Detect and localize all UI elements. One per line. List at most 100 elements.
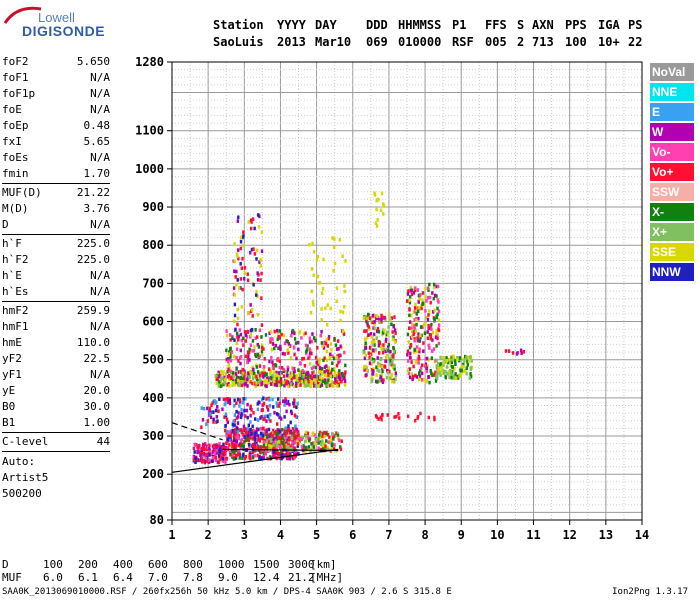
echo-point xyxy=(260,382,263,387)
echo-point xyxy=(320,291,324,296)
echo-point xyxy=(293,369,296,374)
y-tick-label: 200 xyxy=(142,467,164,481)
echo-point xyxy=(212,443,216,448)
echo-point xyxy=(250,432,253,436)
echo-point xyxy=(227,397,231,401)
echo-point xyxy=(291,454,294,459)
echo-point xyxy=(308,340,312,344)
echo-point xyxy=(210,459,214,463)
echo-point xyxy=(451,357,454,362)
echo-point xyxy=(246,415,249,420)
echo-point xyxy=(420,306,423,311)
echo-point xyxy=(432,347,436,351)
echo-point xyxy=(262,452,266,456)
echo-point xyxy=(268,444,271,448)
echo-point xyxy=(328,355,331,360)
echo-point xyxy=(297,368,300,372)
echo-point xyxy=(259,383,262,387)
echo-point xyxy=(244,414,247,418)
echo-point xyxy=(230,441,234,445)
echo-point xyxy=(217,370,220,375)
echo-point xyxy=(454,376,458,381)
echo-point xyxy=(291,426,295,431)
echo-point xyxy=(331,444,335,449)
echo-point xyxy=(229,347,232,351)
echo-point xyxy=(243,439,246,444)
echo-point xyxy=(310,267,314,271)
echo-point xyxy=(253,440,257,444)
echo-point xyxy=(280,332,283,337)
echo-point xyxy=(237,286,241,290)
echo-point xyxy=(197,445,200,449)
echo-point xyxy=(343,379,347,383)
echo-point xyxy=(316,345,319,350)
echo-point xyxy=(381,380,385,385)
echo-point xyxy=(233,242,236,246)
echo-point xyxy=(201,444,205,449)
echo-point xyxy=(432,296,435,301)
distance-value: 1000 xyxy=(218,558,245,571)
echo-point xyxy=(282,441,285,446)
echo-point xyxy=(431,330,435,335)
echo-point xyxy=(243,330,247,334)
echo-point xyxy=(223,457,226,461)
echo-point xyxy=(431,373,434,378)
echo-point xyxy=(239,246,243,251)
echo-point xyxy=(450,375,453,380)
echo-point xyxy=(285,409,288,414)
echo-point xyxy=(234,432,237,436)
param-yf2: yF2 22.5 xyxy=(2,351,110,367)
echo-point xyxy=(423,302,426,307)
echo-point xyxy=(272,380,276,385)
param-fof1p: foF1p N/A xyxy=(2,86,110,102)
echo-point xyxy=(285,379,289,384)
echo-point xyxy=(254,336,257,341)
echo-point xyxy=(271,342,275,346)
echo-point xyxy=(326,323,329,327)
echo-point xyxy=(435,364,438,368)
echo-point xyxy=(427,288,430,292)
param-d: D N/A xyxy=(2,217,110,233)
echo-point xyxy=(454,372,457,376)
echo-point xyxy=(227,400,230,405)
echo-point xyxy=(223,378,227,382)
echo-point xyxy=(291,431,294,436)
echo-point xyxy=(205,447,208,452)
param-name: foF1 xyxy=(2,71,29,84)
param-value: N/A xyxy=(90,368,110,381)
echo-point xyxy=(252,371,256,375)
echo-point xyxy=(296,439,299,444)
echo-point xyxy=(321,439,324,443)
echo-point xyxy=(243,271,246,275)
param-yf1: yF1 N/A xyxy=(2,367,110,383)
echo-point xyxy=(372,358,376,362)
echo-point xyxy=(329,342,333,346)
echo-point xyxy=(304,343,308,348)
param-fmin: fmin 1.70 xyxy=(2,166,110,182)
echo-point xyxy=(273,329,276,334)
echo-point xyxy=(209,415,213,420)
echo-point xyxy=(260,335,263,339)
echo-point xyxy=(343,383,347,387)
echo-point xyxy=(408,326,411,331)
echo-point xyxy=(305,380,308,385)
echo-point xyxy=(419,333,422,338)
echo-point xyxy=(320,341,324,345)
echo-point xyxy=(320,318,323,322)
echo-point xyxy=(438,371,441,375)
echo-point xyxy=(216,419,219,423)
echo-point xyxy=(304,439,307,444)
echo-point xyxy=(294,341,298,345)
header-val-ddd: 069 xyxy=(366,35,388,49)
echo-point xyxy=(215,374,218,379)
echo-point xyxy=(240,338,243,343)
echo-point xyxy=(256,418,260,422)
polarization-legend: NoVal NNE E W Vo- Vo+ SSW X- X+ SSE NNW xyxy=(650,63,694,283)
echo-point xyxy=(300,376,303,380)
echo-point xyxy=(371,313,375,318)
echo-point xyxy=(329,438,333,442)
header-col-ddd: DDD xyxy=(366,18,388,32)
echo-point xyxy=(373,332,376,337)
echo-point xyxy=(325,364,328,368)
param-name: foE xyxy=(2,103,22,116)
